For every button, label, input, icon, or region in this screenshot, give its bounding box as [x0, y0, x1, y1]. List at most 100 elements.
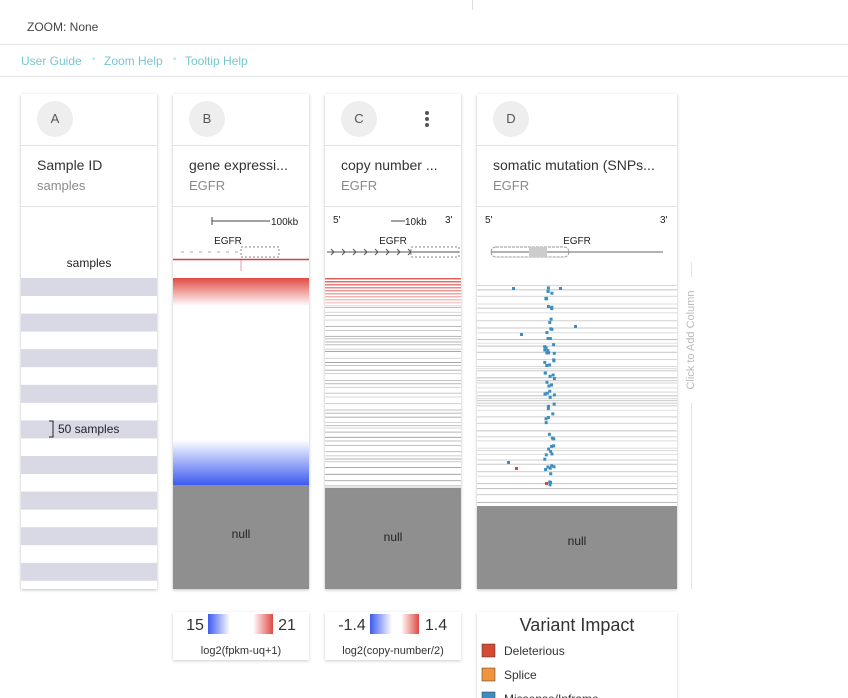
mutation: [550, 306, 554, 310]
mut-row: [477, 312, 677, 314]
mut-row: [477, 377, 677, 379]
legend-item: Missense/Inframe: [504, 692, 599, 698]
gene-arrow: [330, 248, 335, 256]
cn-row: [325, 425, 461, 427]
column-id[interactable]: A: [37, 101, 73, 137]
three-prime: 3': [660, 215, 668, 226]
cn-row: [325, 278, 461, 280]
legend-swatch: [208, 614, 230, 634]
mutation: [544, 453, 548, 457]
column-id[interactable]: C: [341, 101, 377, 137]
mutation: [544, 346, 548, 350]
mutation: [545, 364, 549, 368]
cn-row: [325, 296, 461, 298]
link[interactable]: User Guide: [21, 54, 82, 68]
divider: [21, 206, 157, 207]
legend-max: 1.4: [425, 617, 447, 634]
cn-row: [325, 386, 461, 388]
cn-row: [325, 480, 461, 482]
mutation: [548, 483, 552, 487]
sample-plot[interactable]: samples 50 samples: [21, 207, 157, 589]
mut-row: [477, 370, 677, 372]
mutation-plot[interactable]: 5' 3' EGFR null: [477, 207, 677, 589]
mutation: [546, 305, 550, 309]
mut-row: [477, 365, 677, 367]
legend-max: 21: [278, 617, 296, 634]
column-title[interactable]: Sample ID: [37, 157, 103, 173]
mutation: [545, 482, 548, 485]
column-id[interactable]: B: [189, 101, 225, 137]
mut-row: [477, 289, 677, 291]
mut-row: [477, 307, 677, 309]
mut-row: [477, 400, 677, 402]
mutation: [551, 373, 555, 377]
mutation: [545, 351, 549, 355]
samples-label: samples: [67, 256, 112, 270]
cn-row: [325, 290, 461, 292]
mutation: [546, 286, 550, 290]
mutation: [507, 461, 510, 464]
column-title[interactable]: somatic mutation (SNPs...: [493, 157, 655, 173]
mut-row: [477, 422, 677, 424]
mutation: [545, 391, 549, 395]
mutation: [552, 402, 556, 406]
legend-min: -1.4: [338, 617, 366, 634]
dot: •: [173, 54, 177, 65]
cn-row: [325, 302, 461, 304]
scale-label: 100kb: [271, 217, 299, 228]
legend-swatch: [401, 614, 419, 634]
cn-row: [325, 467, 461, 469]
mut-row: [477, 430, 677, 432]
link[interactable]: Tooltip Help: [185, 54, 248, 68]
column-id[interactable]: D: [493, 101, 529, 137]
legend-swatch: [370, 614, 392, 634]
add-column[interactable]: Click to Add Column: [685, 277, 699, 403]
mutation: [547, 351, 551, 355]
cn-row: [325, 431, 461, 433]
cn-row: [325, 436, 461, 438]
expression-plot[interactable]: 100kb EGFR null: [173, 207, 309, 589]
mut-row: [477, 351, 677, 353]
cn-row: [325, 330, 461, 332]
mutation: [552, 351, 556, 355]
mutation: [546, 465, 550, 469]
mut-row: [477, 471, 677, 473]
gene-arrow: [363, 248, 368, 256]
mut-row: [477, 320, 677, 322]
cn-row: [325, 338, 461, 340]
mutation: [574, 325, 577, 328]
mut-row: [477, 440, 677, 442]
cn-row: [325, 293, 461, 295]
column-title[interactable]: copy number ...: [341, 157, 438, 173]
mutation: [552, 444, 556, 448]
mutation: [550, 464, 554, 468]
divider: [0, 76, 848, 77]
mut-row: [477, 345, 677, 347]
cn-row: [325, 287, 461, 289]
divider: [173, 206, 309, 207]
legend-graphic: Variant Impact Deleterious Splice Missen…: [481, 615, 634, 698]
mutation: [546, 289, 550, 293]
sample-stripe: [21, 349, 157, 368]
add-column-line: [691, 262, 692, 589]
mutation: [543, 348, 547, 352]
mut-row: [477, 475, 677, 477]
divider: [477, 206, 677, 207]
mutation: [544, 417, 548, 421]
column-card: B gene expressi... EGFR 100kb EGFR null: [173, 94, 309, 589]
cn-row: [325, 416, 461, 418]
link[interactable]: Zoom Help: [104, 54, 163, 68]
mutation: [546, 415, 550, 419]
mutation: [549, 480, 553, 484]
sample-stripe: [21, 384, 157, 403]
copy-number-plot[interactable]: 5' 10kb 3' EGFR null: [325, 207, 461, 589]
legend-label: log2(copy-number/2): [342, 645, 444, 657]
null-label: null: [232, 527, 251, 541]
mut-row: [477, 358, 677, 360]
five-prime: 5': [333, 215, 341, 226]
top-bar: ZOOM: None: [0, 0, 848, 45]
mut-row: [477, 501, 677, 503]
menu-button[interactable]: [423, 110, 431, 130]
column-title[interactable]: gene expressi...: [189, 157, 288, 173]
